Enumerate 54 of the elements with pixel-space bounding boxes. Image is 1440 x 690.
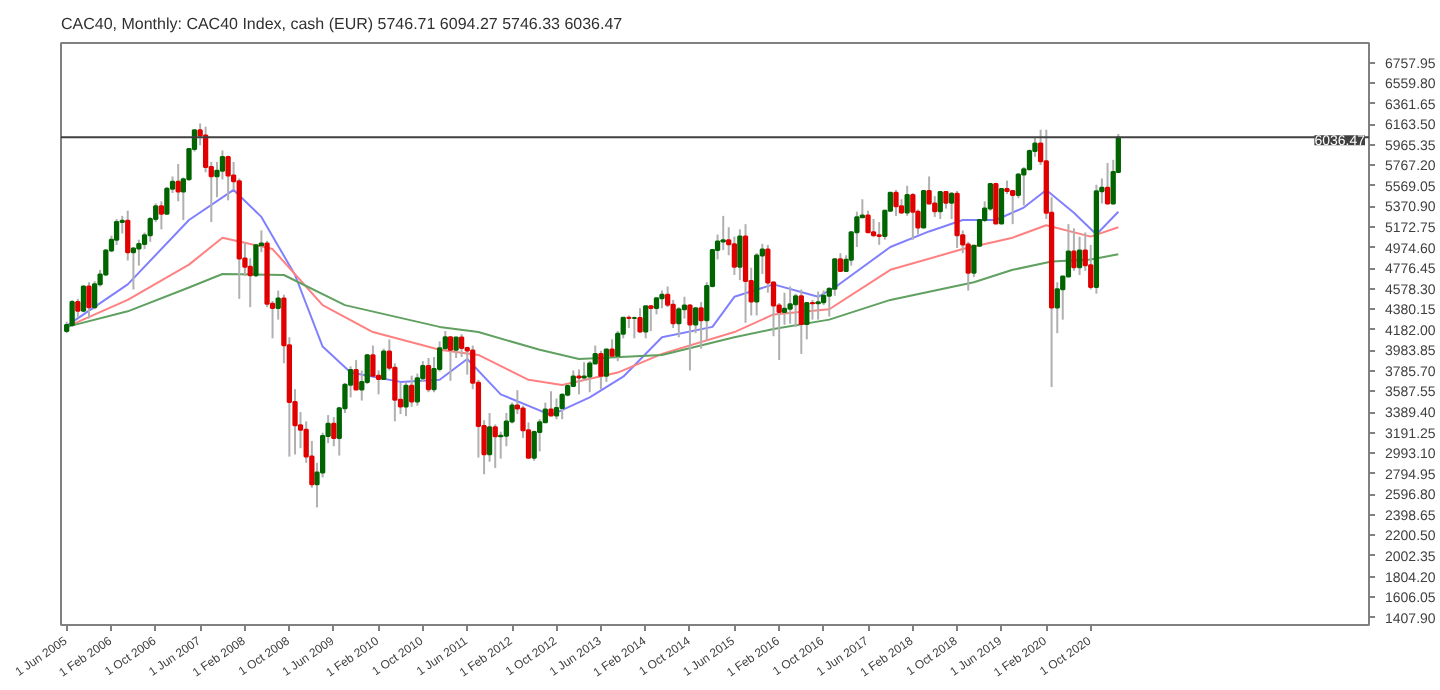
candlestick (576, 368, 582, 396)
candlestick (158, 200, 165, 231)
candlestick (737, 228, 743, 282)
candlestick (1076, 235, 1083, 277)
candlestick (486, 412, 493, 463)
candlestick (1071, 227, 1077, 272)
candlestick (225, 154, 231, 202)
candlestick (876, 221, 882, 246)
candlestick (113, 217, 120, 246)
candlestick (631, 315, 638, 340)
candlestick (425, 357, 432, 394)
candlestick (687, 303, 693, 372)
line-series (65, 253, 1120, 361)
candlestick (920, 188, 927, 230)
candlestick (86, 281, 92, 320)
candlestick (331, 416, 337, 448)
candlestick (954, 189, 960, 250)
candlestick (698, 300, 704, 350)
candlestick (403, 380, 409, 418)
candlestick (720, 214, 726, 252)
candlestick (75, 297, 81, 319)
candlestick (598, 349, 604, 391)
candlestick (409, 374, 415, 408)
candlestick (865, 209, 871, 234)
candlestick (998, 187, 1005, 226)
line-series (65, 188, 1120, 417)
candlestick (548, 390, 554, 418)
candlestick (587, 360, 593, 394)
candlestick (893, 188, 899, 217)
candlestick (559, 392, 565, 421)
candlestick (648, 304, 654, 333)
candlestick (932, 195, 938, 218)
candlestick (69, 298, 75, 328)
candlestick (837, 252, 844, 273)
candlestick (447, 335, 454, 382)
candlestick (731, 235, 738, 277)
candlestick (1104, 161, 1111, 206)
candlestick (815, 290, 821, 321)
chart-title: CAC40, Monthly: CAC40 Index, cash (EUR) 5746.71 6094.27 5746.33 6036.47 (61, 15, 624, 33)
candlestick (904, 184, 910, 217)
candlestick (754, 252, 760, 317)
candlestick (453, 336, 459, 360)
candlestick (798, 288, 804, 355)
candlestick (603, 347, 610, 383)
candlestick (910, 192, 916, 241)
candlestick (937, 189, 943, 220)
candlestick (809, 298, 816, 321)
candlestick (643, 305, 649, 340)
candlestick (804, 300, 810, 341)
candlestick (742, 223, 749, 324)
candlestick (637, 307, 643, 335)
candlestick (553, 397, 560, 421)
candlestick (787, 285, 793, 325)
candlestick (80, 284, 87, 314)
